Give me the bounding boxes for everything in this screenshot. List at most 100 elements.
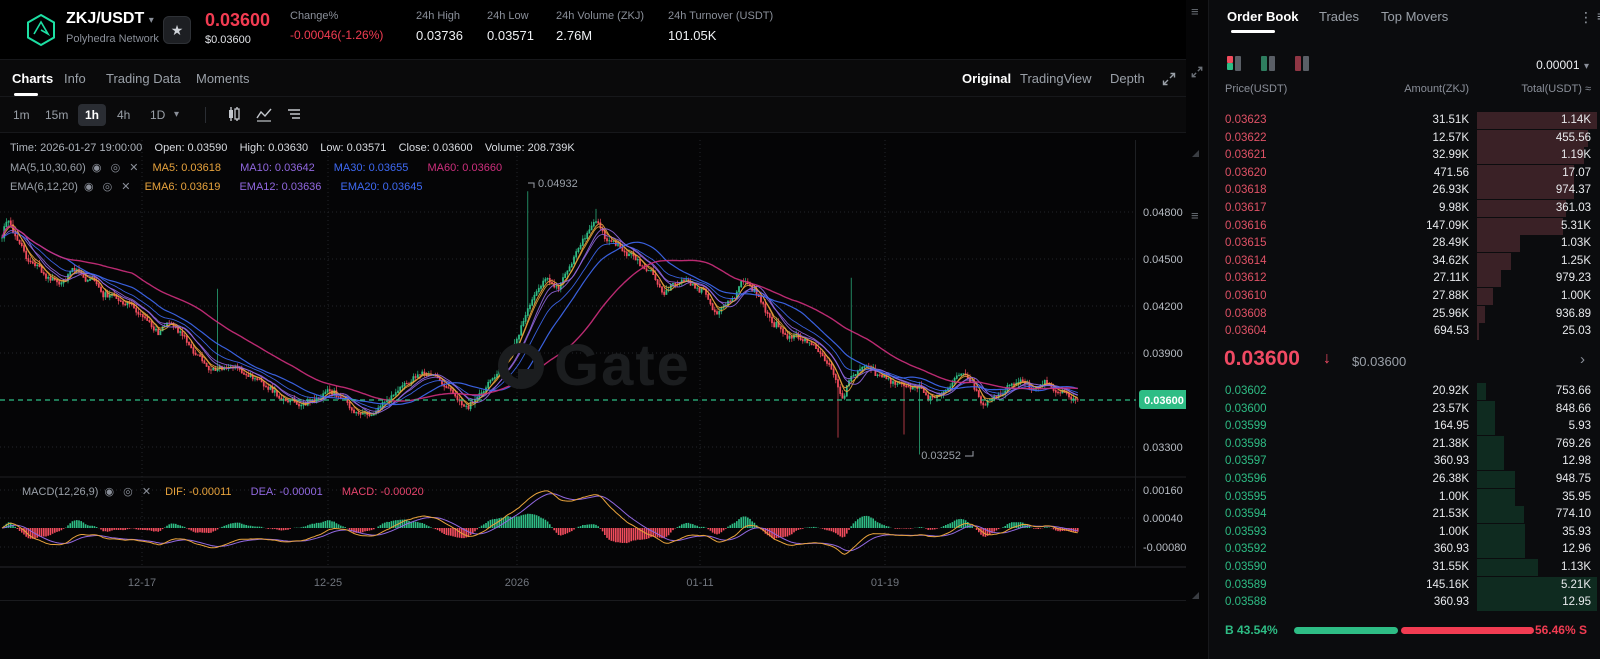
svg-text:0.03600: 0.03600 bbox=[1144, 395, 1184, 407]
panel-menu-icon[interactable]: ≡ bbox=[1597, 8, 1600, 24]
ask-row[interactable]: 0.03623 31.51K 1.14K bbox=[1209, 112, 1600, 129]
bid-amount: 26.38K bbox=[1432, 473, 1469, 485]
more-options-icon[interactable]: ⋮ bbox=[1579, 9, 1593, 25]
ask-row[interactable]: 0.03618 26.93K 974.37 bbox=[1209, 182, 1600, 200]
ask-row[interactable]: 0.03622 12.57K 455.56 bbox=[1209, 129, 1600, 147]
tab-order-book[interactable]: Order Book bbox=[1227, 9, 1299, 24]
resize-corner-icon[interactable] bbox=[1192, 592, 1199, 599]
tab-trades[interactable]: Trades bbox=[1319, 9, 1359, 24]
tab-charts[interactable]: Charts bbox=[12, 71, 54, 86]
panel-handle-icon[interactable]: ≡ bbox=[1191, 208, 1199, 223]
ask-amount: 471.56 bbox=[1433, 166, 1469, 179]
pair-header: ZKJ/USDT ▾ Polyhedra Network ★ 0.03600 $… bbox=[0, 0, 1196, 60]
indicator-overlay-icon[interactable] bbox=[256, 106, 272, 122]
bid-amount: 23.57K bbox=[1432, 402, 1469, 415]
ask-row[interactable]: 0.03610 27.88K 1.00K bbox=[1209, 288, 1600, 305]
favorite-button[interactable]: ★ bbox=[163, 16, 191, 44]
precision-caret-icon: ▾ bbox=[1583, 61, 1589, 72]
bid-price: 0.03600 bbox=[1225, 402, 1267, 415]
bid-row[interactable]: 0.03599 164.95 5.93 bbox=[1209, 418, 1600, 436]
bid-price: 0.03592 bbox=[1225, 543, 1267, 556]
settings-icon[interactable]: ◎ bbox=[102, 181, 113, 193]
indicator-settings-icon[interactable] bbox=[286, 106, 302, 122]
ma5-value: MA5: 0.03618 bbox=[152, 162, 222, 174]
timeframe-15m[interactable]: 15m bbox=[45, 108, 69, 122]
eye-icon[interactable]: ◉ bbox=[83, 181, 94, 193]
price-chart[interactable]: 0.03600 0.04800 0.04500 0.04200 0.03900 0.033… bbox=[0, 133, 1196, 603]
ask-depth-bar bbox=[1477, 323, 1479, 341]
close-icon[interactable]: ✕ bbox=[129, 162, 139, 174]
ask-depth-bar bbox=[1477, 270, 1502, 288]
ask-row[interactable]: 0.03620 471.56 17.07 bbox=[1209, 164, 1600, 182]
bid-row[interactable]: 0.03589 145.16K 5.21K bbox=[1209, 576, 1600, 594]
tab-moments[interactable]: Moments bbox=[196, 71, 250, 86]
dea-value: DEA: -0.00001 bbox=[250, 486, 323, 498]
tab-depth[interactable]: Depth bbox=[1110, 71, 1145, 86]
tab-tradingview[interactable]: TradingView bbox=[1020, 71, 1092, 86]
book-view-asks-icon[interactable] bbox=[1295, 56, 1309, 71]
expand-icon[interactable] bbox=[1162, 72, 1176, 86]
bid-row[interactable]: 0.03594 21.53K 774.10 bbox=[1209, 506, 1600, 524]
bid-row[interactable]: 0.03598 21.38K 769.26 bbox=[1209, 435, 1600, 453]
bid-depth-bar bbox=[1477, 383, 1486, 400]
ask-row[interactable]: 0.03614 34.62K 1.25K bbox=[1209, 252, 1600, 270]
timeframe-1h[interactable]: 1h bbox=[78, 104, 107, 126]
bid-row[interactable]: 0.03596 26.38K 948.75 bbox=[1209, 471, 1600, 488]
eye-icon[interactable]: ◉ bbox=[91, 162, 102, 174]
ask-total: 17.07 bbox=[1562, 166, 1591, 179]
tab-original[interactable]: Original bbox=[962, 71, 1012, 86]
macd-indicator-row: MACD(12,26,9) ◉ ◎ ✕ DIF: -0.00011 DEA: -… bbox=[22, 485, 424, 498]
bid-row[interactable]: 0.03593 1.00K 35.93 bbox=[1209, 523, 1600, 541]
bid-total: 753.66 bbox=[1555, 385, 1591, 397]
ohlc-close: Close: 0.03600 bbox=[398, 142, 473, 154]
bid-row[interactable]: 0.03590 31.55K 1.13K bbox=[1209, 559, 1600, 576]
layout-menu-icon[interactable]: ≡ bbox=[1191, 4, 1199, 19]
chart-toolbar: 1m 15m 1h 4h 1D ▾ bbox=[0, 97, 1196, 133]
ask-row[interactable]: 0.03621 32.99K 1.19K bbox=[1209, 147, 1600, 165]
bid-price: 0.03596 bbox=[1225, 473, 1267, 485]
gate-logo-icon bbox=[27, 13, 55, 47]
timeframe-dropdown-caret[interactable]: ▾ bbox=[174, 109, 180, 120]
timeframe-1d[interactable]: 1D bbox=[150, 108, 166, 122]
bid-row[interactable]: 0.03602 20.92K 753.66 bbox=[1209, 383, 1600, 400]
bid-row[interactable]: 0.03592 360.93 12.96 bbox=[1209, 541, 1600, 559]
timeframe-1m[interactable]: 1m bbox=[13, 108, 30, 122]
resize-corner-icon[interactable] bbox=[1192, 150, 1199, 157]
ask-amount: 12.57K bbox=[1432, 131, 1469, 144]
eye-icon[interactable]: ◉ bbox=[104, 486, 115, 498]
ask-row[interactable]: 0.03616 147.09K 5.31K bbox=[1209, 217, 1600, 235]
pair-selector[interactable]: ZKJ/USDT ▾ bbox=[66, 10, 154, 28]
mid-price-row[interactable]: 0.03600 ↓ $0.03600 › bbox=[1208, 344, 1600, 378]
ask-row[interactable]: 0.03604 694.53 25.03 bbox=[1209, 323, 1600, 341]
precision-selector[interactable]: 0.00001 ▾ bbox=[1509, 56, 1589, 74]
ask-row[interactable]: 0.03612 27.11K 979.23 bbox=[1209, 270, 1600, 288]
bid-row[interactable]: 0.03588 360.93 12.95 bbox=[1209, 594, 1600, 612]
bid-row[interactable]: 0.03600 23.57K 848.66 bbox=[1209, 400, 1600, 418]
bid-depth-bar bbox=[1477, 400, 1496, 418]
strip-expand-icon[interactable] bbox=[1191, 66, 1203, 78]
close-icon[interactable]: ✕ bbox=[141, 486, 152, 498]
tab-info[interactable]: Info bbox=[64, 71, 86, 86]
bid-row[interactable]: 0.03597 360.93 12.98 bbox=[1209, 453, 1600, 471]
settings-icon[interactable]: ◎ bbox=[110, 162, 121, 174]
gate-logo-watermark bbox=[498, 342, 544, 389]
buy-ratio-bar bbox=[1294, 627, 1399, 634]
tab-trading-data[interactable]: Trading Data bbox=[106, 71, 181, 86]
ask-row[interactable]: 0.03608 25.96K 936.89 bbox=[1209, 305, 1600, 323]
candlestick-style-icon[interactable] bbox=[226, 106, 242, 122]
close-icon[interactable]: ✕ bbox=[121, 181, 131, 193]
book-view-both-icon[interactable] bbox=[1227, 56, 1241, 71]
stat-label: 24h Turnover (USDT) bbox=[668, 10, 774, 22]
timeframe-4h[interactable]: 4h bbox=[117, 108, 131, 122]
tab-top-movers[interactable]: Top Movers bbox=[1381, 9, 1449, 24]
ask-row[interactable]: 0.03615 28.49K 1.03K bbox=[1209, 235, 1600, 253]
bid-row[interactable]: 0.03595 1.00K 35.95 bbox=[1209, 488, 1600, 506]
bid-depth-bar bbox=[1477, 594, 1597, 612]
buy-sell-ratio: B 43.54% 56.46% S bbox=[1209, 622, 1600, 640]
book-view-bids-icon[interactable] bbox=[1261, 56, 1275, 71]
ask-amount: 27.11K bbox=[1433, 272, 1469, 285]
ask-row[interactable]: 0.03617 9.98K 361.03 bbox=[1209, 200, 1600, 217]
bid-price: 0.03588 bbox=[1225, 596, 1267, 609]
settings-icon[interactable]: ◎ bbox=[123, 486, 133, 498]
ask-depth-bar bbox=[1477, 305, 1485, 323]
